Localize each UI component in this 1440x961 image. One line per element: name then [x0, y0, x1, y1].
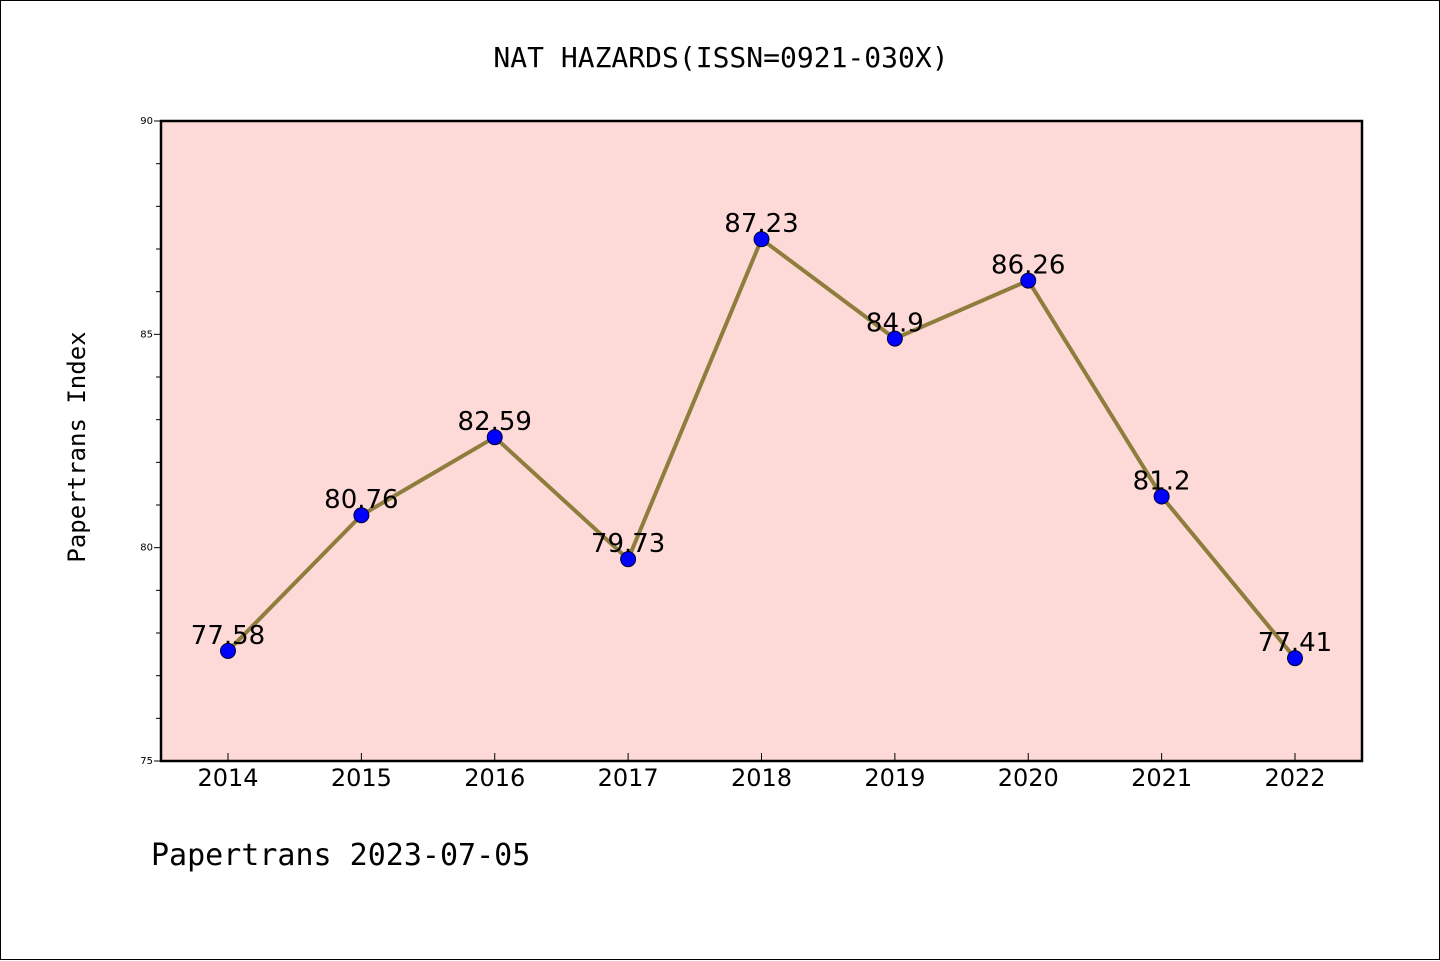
data-labels-group: 77.58 80.76 82.59 79.73 87.23 84.9 86.26 81.2 77…	[191, 209, 1332, 658]
y-tick-label: 80	[140, 543, 153, 554]
data-point	[353, 507, 370, 524]
x-tick-label: 2021	[1131, 764, 1192, 792]
data-label: 77.41	[1258, 628, 1332, 658]
plot-border	[159, 119, 1364, 763]
data-label: 87.23	[724, 209, 798, 239]
series-group	[220, 231, 1303, 667]
data-point	[620, 551, 637, 568]
x-tick-label: 2022	[1264, 764, 1325, 792]
data-label: 80.76	[324, 485, 398, 515]
data-label: 79.73	[591, 529, 665, 559]
x-tick-label: 2015	[331, 764, 392, 792]
chart-title: NAT HAZARDS(ISSN=0921-030X)	[493, 41, 948, 74]
data-point	[1287, 650, 1303, 667]
data-point	[1153, 488, 1170, 505]
data-point	[886, 330, 903, 347]
data-point	[753, 231, 770, 248]
y-tick-label: 90	[140, 116, 153, 127]
footer-watermark: Papertrans 2023-07-05	[151, 838, 530, 873]
x-axis-ticks: 2014 2015 2016 2017 2018 2019 2020 2021 2022	[197, 753, 1326, 792]
y-axis-ticks: 75 80 85 90	[140, 116, 161, 767]
data-label: 86.26	[991, 251, 1065, 281]
x-tick-label: 2018	[731, 764, 792, 792]
plot-area	[161, 121, 1362, 761]
data-label: 84.9	[866, 309, 924, 339]
x-tick-label: 2016	[464, 764, 525, 792]
data-point	[1020, 272, 1037, 289]
data-point	[220, 642, 236, 659]
x-tick-label: 2017	[598, 764, 659, 792]
data-label: 82.59	[458, 407, 532, 437]
y-tick-label: 75	[140, 756, 153, 767]
x-tick-label: 2014	[197, 764, 258, 792]
data-point	[486, 429, 503, 446]
x-tick-label: 2020	[998, 764, 1059, 792]
x-tick-label: 2019	[864, 764, 925, 792]
y-axis-label: Papertrans Index	[63, 331, 91, 562]
y-tick-label: 85	[140, 329, 153, 340]
data-label: 77.58	[191, 621, 265, 651]
data-label: 81.2	[1133, 466, 1191, 496]
